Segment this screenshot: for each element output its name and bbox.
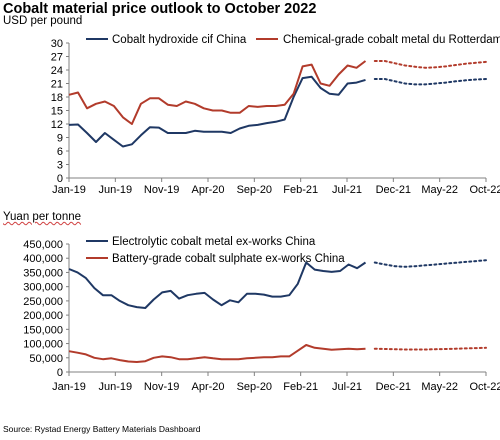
legend-label: Battery-grade cobalt sulphate ex-works C… <box>112 253 345 265</box>
x-tick-label: Sep-20 <box>237 381 272 393</box>
x-tick-label: Nov-19 <box>144 381 179 393</box>
series-line-red-actual <box>68 60 367 125</box>
x-tick-label: Jun-19 <box>99 184 133 196</box>
y-tick-label: 12 <box>51 119 63 131</box>
y-tick-label: 24 <box>51 65 63 77</box>
x-tick-label: May-22 <box>421 381 458 393</box>
x-tick-label: May-22 <box>421 184 458 196</box>
x-tick-label: Jan-19 <box>52 184 86 196</box>
series-line-navy-forecast <box>373 259 487 268</box>
y-tick-label: 150,000 <box>23 324 63 336</box>
series-line-red-forecast <box>373 60 487 69</box>
y-tick-label: 21 <box>51 79 63 91</box>
y-tick-label: 250,000 <box>23 296 63 308</box>
x-tick-label: Oct-22 <box>469 184 500 196</box>
legend-label: Chemical-grade cobalt metal du Rotterdam <box>283 34 500 46</box>
y-tick-label: 15 <box>51 106 63 118</box>
y-tick-label: 50,000 <box>29 353 63 365</box>
series-line-red-forecast <box>373 346 487 351</box>
y-tick-label: 0 <box>57 173 63 185</box>
source-note: Source: Rystad Energy Battery Materials … <box>3 424 201 434</box>
y-tick-label: 27 <box>51 52 63 64</box>
x-tick-label: Feb-21 <box>283 184 318 196</box>
chart-title: Cobalt material price outlook to October… <box>3 1 317 17</box>
y-tick-label: 3 <box>57 160 63 172</box>
y-tick-label: 6 <box>57 146 63 158</box>
y-tick-label: 30 <box>51 38 63 50</box>
legend-label: Cobalt hydroxide cif China <box>112 34 247 46</box>
y-tick-label: 9 <box>57 133 63 145</box>
x-tick-label: Jun-19 <box>99 381 133 393</box>
x-tick-label: Sep-20 <box>237 184 272 196</box>
bottom-chart-unit-label: Yuan per tonne <box>3 211 82 223</box>
series-line-navy-actual <box>68 261 367 309</box>
x-tick-label: Oct-22 <box>469 381 500 393</box>
y-tick-label: 350,000 <box>23 267 63 279</box>
top-chart-unit-label: USD per pound <box>3 15 83 27</box>
x-tick-label: Jan-19 <box>52 381 86 393</box>
x-tick-label: Jul-21 <box>332 184 362 196</box>
y-tick-label: 18 <box>51 92 63 104</box>
x-tick-label: Feb-21 <box>283 381 318 393</box>
y-tick-label: 0 <box>57 367 63 379</box>
x-tick-label: Dec-21 <box>376 381 411 393</box>
y-tick-label: 400,000 <box>23 253 63 265</box>
x-tick-label: Apr-20 <box>191 184 224 196</box>
y-tick-label: 300,000 <box>23 282 63 294</box>
legend-label: Electrolytic cobalt metal ex-works China <box>112 236 316 248</box>
y-tick-label: 100,000 <box>23 339 63 351</box>
series-line-navy-forecast <box>373 78 487 86</box>
y-tick-label: 450,000 <box>23 239 63 251</box>
x-tick-label: Dec-21 <box>376 184 411 196</box>
x-tick-label: Apr-20 <box>191 381 224 393</box>
series-line-navy-actual <box>68 75 366 148</box>
series-line-red-actual <box>68 344 366 363</box>
x-tick-label: Nov-19 <box>144 184 179 196</box>
x-tick-label: Jul-21 <box>332 381 362 393</box>
y-tick-label: 200,000 <box>23 310 63 322</box>
